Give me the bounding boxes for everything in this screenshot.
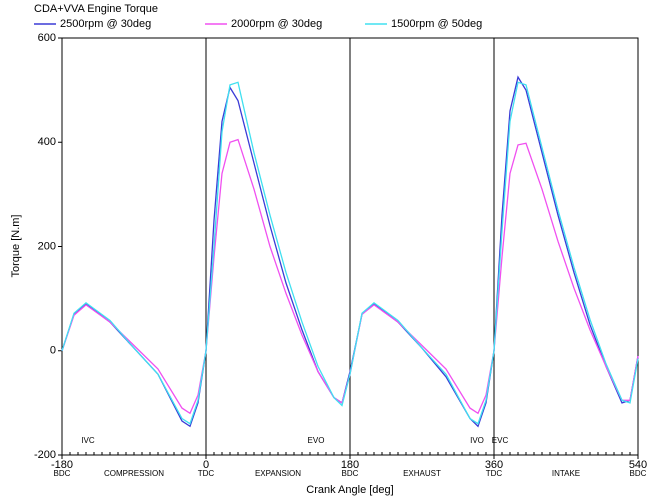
- phase-label: INTAKE: [552, 469, 580, 478]
- x-tick-label: 360: [485, 459, 503, 471]
- legend-label: 2500rpm @ 30deg: [60, 18, 151, 30]
- x-tick-sublabel: BDC: [54, 469, 71, 478]
- chart-title: CDA+VVA Engine Torque: [34, 3, 158, 15]
- y-tick-label: 600: [38, 32, 56, 44]
- event-label: EVC: [492, 436, 509, 445]
- phase-label: EXPANSION: [255, 469, 301, 478]
- y-tick-label: 400: [38, 136, 56, 148]
- y-tick-label: 0: [50, 345, 56, 357]
- legend-label: 2000rpm @ 30deg: [231, 18, 322, 30]
- x-tick-sublabel: TDC: [198, 469, 215, 478]
- event-label: IVC: [81, 436, 95, 445]
- x-tick-sublabel: BDC: [630, 469, 647, 478]
- x-tick-label: 540: [629, 459, 647, 471]
- y-tick-label: -200: [34, 449, 56, 461]
- phase-label: EXHAUST: [403, 469, 441, 478]
- phase-label: COMPRESSION: [104, 469, 164, 478]
- event-label: IVO: [470, 436, 484, 445]
- legend-label: 1500rpm @ 50deg: [391, 18, 482, 30]
- x-tick-sublabel: TDC: [486, 469, 503, 478]
- event-label: EVO: [308, 436, 325, 445]
- x-tick-sublabel: BDC: [342, 469, 359, 478]
- x-tick-label: -180: [51, 459, 73, 471]
- x-tick-label: 0: [203, 459, 209, 471]
- x-tick-label: 180: [341, 459, 359, 471]
- series-line: [61, 81, 639, 425]
- y-tick-label: 200: [38, 240, 56, 252]
- y-axis-label: Torque [N.m]: [10, 215, 22, 278]
- x-axis-label: Crank Angle [deg]: [306, 484, 393, 496]
